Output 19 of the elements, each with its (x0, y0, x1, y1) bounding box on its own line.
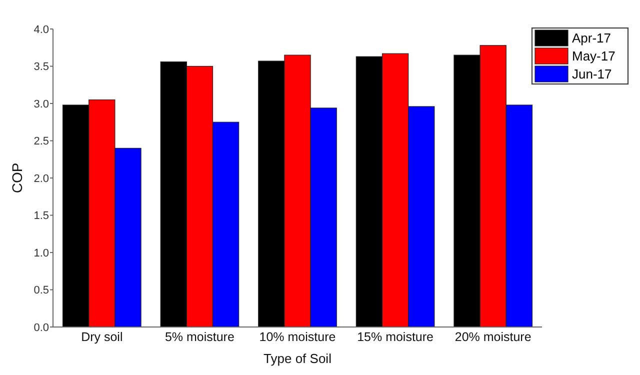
x-axis-title: Type of Soil (264, 351, 332, 366)
x-tick-label: 15% moisture (357, 330, 434, 344)
legend-label: Jun-17 (572, 66, 612, 82)
x-tick-label: 10% moisture (259, 330, 336, 344)
y-tick-label: 3.0 (34, 98, 49, 110)
y-tick-label: 2.5 (34, 136, 49, 148)
legend-label: Apr-17 (572, 30, 612, 46)
y-tick-label: 4.0 (34, 24, 49, 36)
x-tick-label: Dry soil (81, 330, 123, 344)
legend-label: May-17 (572, 48, 616, 64)
y-axis-title: COP (9, 162, 25, 194)
y-tick-label: 1.5 (34, 210, 49, 222)
y-tick-label: 2.0 (34, 172, 49, 185)
x-tick-label: 5% moisture (164, 330, 234, 344)
x-tick-label: 20% moisture (454, 330, 532, 344)
y-tick-label: 1.0 (34, 247, 49, 260)
y-tick-label: 3.5 (34, 61, 49, 74)
y-tick-label: 0.5 (34, 284, 49, 297)
y-tick-label: 0.0 (34, 322, 49, 334)
